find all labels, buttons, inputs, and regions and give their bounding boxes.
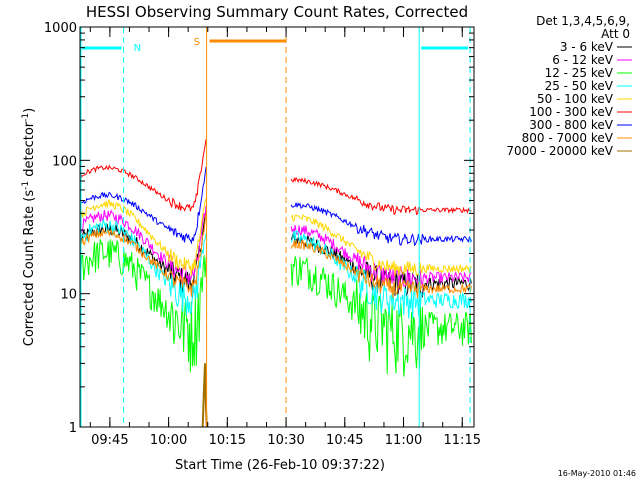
- legend-header-line-1: Det 1,3,4,5,6,9,: [536, 14, 630, 28]
- x-tick-label: 11:00: [385, 433, 422, 448]
- footer-timestamp: 16-May-2010 01:46: [558, 469, 636, 478]
- interval-markers: [80, 27, 471, 427]
- legend-entry-label: 12 - 25 keV: [545, 66, 614, 80]
- x-tick-label: 10:45: [326, 433, 363, 448]
- saa-annotation-label: S: [194, 37, 200, 48]
- legend-entry-label: 300 - 800 keV: [529, 118, 613, 132]
- series-line-100-300keV: [290, 176, 472, 216]
- series-lines: [80, 139, 472, 428]
- y-axis-label-end: ): [22, 108, 37, 113]
- legend-entry-label: 6 - 12 keV: [552, 53, 614, 67]
- y-axis-label-sup2: -1: [21, 113, 31, 122]
- y-axis-label-sup1: -1: [21, 181, 31, 190]
- legend-entry-label: 800 - 7000 keV: [522, 131, 614, 145]
- overlay-bars: NS: [82, 37, 469, 54]
- series-line-800-7000keV: [80, 213, 207, 297]
- y-tick-label: 1: [69, 421, 77, 436]
- y-axis-label-mid: detector: [22, 121, 37, 181]
- legend-entry-label: 7000 - 20000 keV: [506, 144, 613, 158]
- series-line-12-25keV: [80, 239, 207, 373]
- y-axis-label: Corrected Count Rate (s-1 detector-1): [21, 108, 37, 346]
- legend-entry-label: 25 - 50 keV: [545, 79, 614, 93]
- legend-header-line-2: Att 0: [601, 27, 630, 41]
- legend-entry-label: 3 - 6 keV: [560, 40, 614, 54]
- y-axis-label-main: Corrected Count Rate (s: [22, 190, 37, 347]
- x-axis-label: Start Time (26-Feb-10 09:37:22): [175, 458, 385, 473]
- x-tick-label: 11:15: [444, 433, 481, 448]
- series-line-300-800keV: [80, 166, 207, 245]
- y-tick-label: 10: [60, 288, 77, 303]
- series-line-50-100keV: [290, 213, 472, 277]
- y-tick-label: 1000: [44, 21, 77, 36]
- x-tick-label: 10:00: [150, 433, 187, 448]
- axes: 1 10 100 1000 09:45 10:00 10:15 10:30 10:45 11:00…: [44, 21, 481, 448]
- chart-title: HESSI Observing Summary Count Rates, Cor…: [86, 3, 468, 21]
- x-tick-label: 09:45: [91, 433, 128, 448]
- plot-frame: [79, 26, 475, 428]
- legend-entry-label: 100 - 300 keV: [529, 105, 613, 119]
- y-tick-label: 100: [52, 154, 77, 169]
- series-line-300-800keV: [290, 202, 472, 247]
- series-line-25-50keV: [80, 219, 207, 316]
- series-line-50-100keV: [80, 198, 207, 276]
- night-annotation-label: N: [134, 43, 141, 54]
- x-tick-label: 10:15: [209, 433, 246, 448]
- legend-entry-label: 50 - 100 keV: [537, 92, 614, 106]
- x-tick-label: 10:30: [267, 433, 304, 448]
- series-line-800-7000keV: [290, 239, 472, 299]
- series-line-100-300keV: [80, 139, 207, 212]
